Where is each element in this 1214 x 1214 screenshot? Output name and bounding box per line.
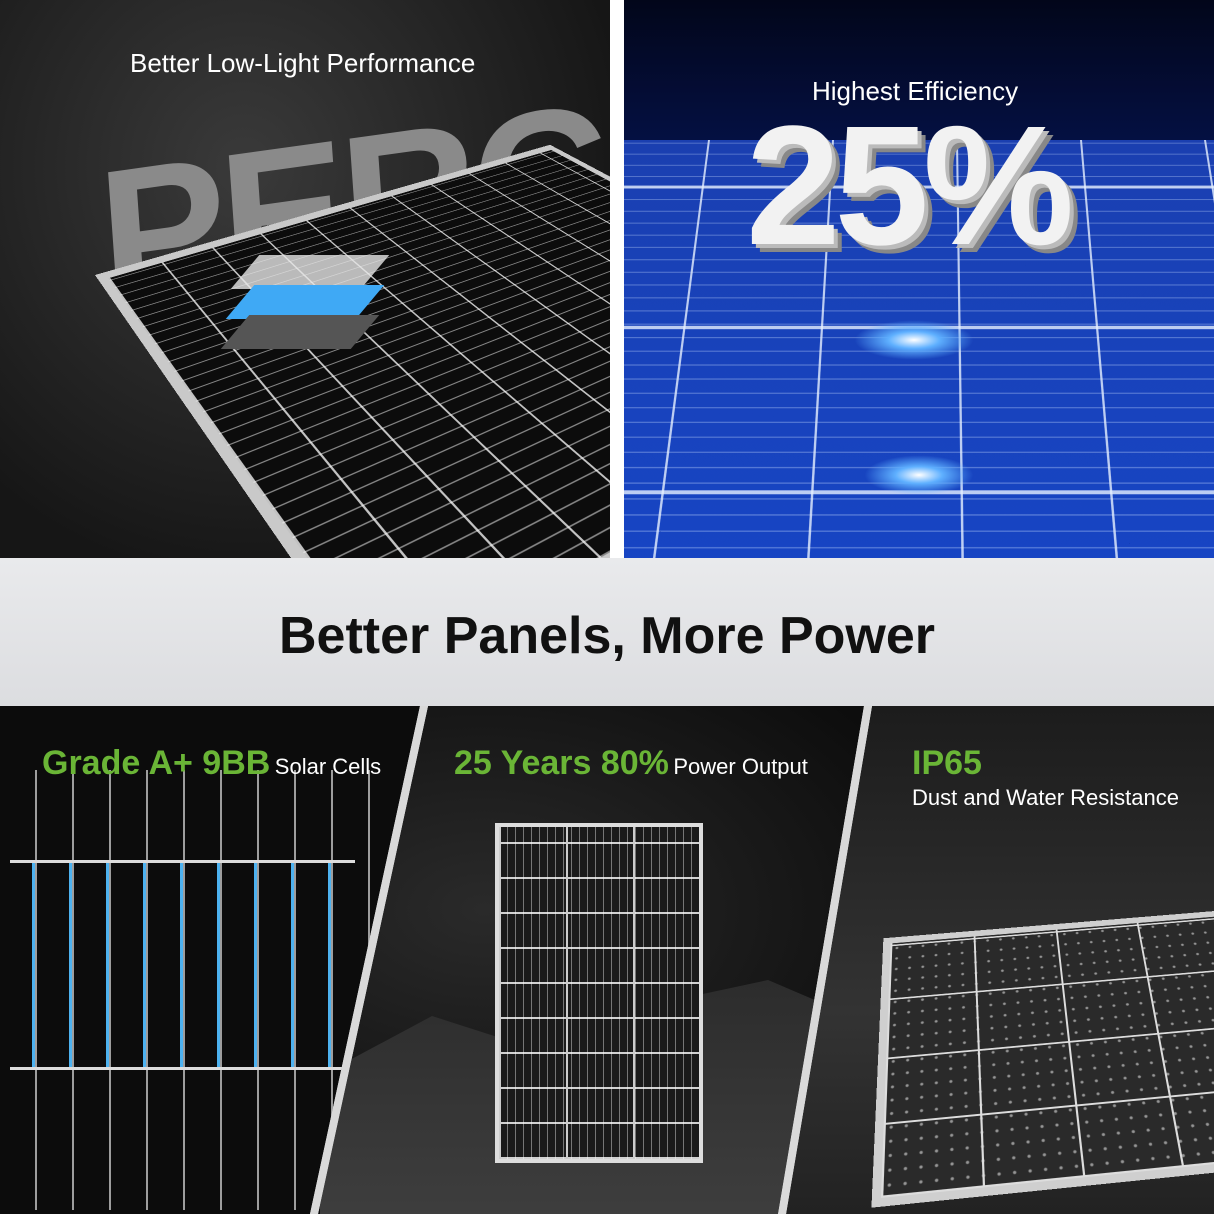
efficiency-section: Highest Efficiency 25% — [624, 0, 1214, 558]
feature-text: Power Output — [673, 754, 808, 779]
feature-highlight: Grade A+ 9BB — [42, 744, 271, 782]
feature-cells-section — [0, 706, 420, 1214]
efficiency-caption: Highest Efficiency — [812, 76, 1019, 106]
feature-output-section — [318, 706, 864, 1214]
perc-caption: Better Low-Light Performance — [130, 48, 476, 78]
perc-panel-section: Better Low-Light Performance PERC — [0, 0, 610, 558]
feature-output-label: 25 Years 80% Power Output — [454, 744, 808, 783]
feature-text: Solar Cells — [274, 754, 382, 779]
feature-text: Dust and Water Resistance — [912, 785, 1179, 810]
light-glow — [854, 320, 974, 360]
solar-panel-image — [495, 823, 703, 1163]
wet-solar-panel-image — [871, 908, 1214, 1208]
feature-ip65-label: IP65 Dust and Water Resistance — [912, 744, 1179, 811]
headline: Better Panels, More Power — [279, 607, 935, 665]
cell-closeup — [10, 860, 355, 1070]
headline-band — [0, 558, 1214, 706]
light-glow — [864, 455, 974, 495]
feature-cells-label: Grade A+ 9BB Solar Cells — [42, 744, 381, 783]
feature-highlight: IP65 — [912, 744, 982, 782]
feature-highlight: 25 Years 80% — [454, 744, 669, 782]
efficiency-big-text: 25% — [746, 91, 1074, 281]
